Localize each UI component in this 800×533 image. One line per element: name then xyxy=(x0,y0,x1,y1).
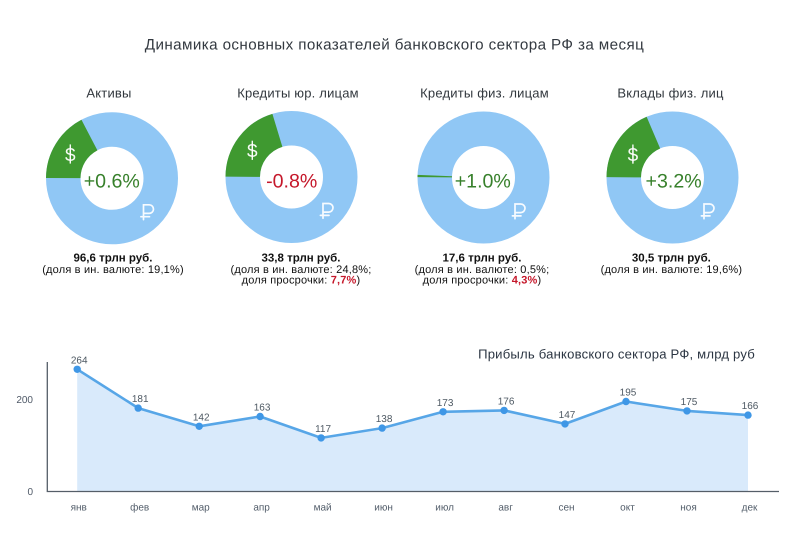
svg-text:181: 181 xyxy=(132,394,149,405)
svg-text:июл: июл xyxy=(435,503,454,514)
svg-text:Активы: Активы xyxy=(86,86,131,101)
svg-text:166: 166 xyxy=(742,401,759,412)
svg-text:мар: мар xyxy=(192,503,210,514)
svg-text:+0.6%: +0.6% xyxy=(84,170,140,192)
svg-text:июн: июн xyxy=(374,503,393,514)
svg-text:(доля в ин. валюте: 19,1%): (доля в ин. валюте: 19,1%) xyxy=(42,264,184,276)
svg-text:апр: апр xyxy=(253,503,270,514)
svg-text:195: 195 xyxy=(620,388,637,399)
svg-text:(доля в ин. валюте: 0,5%;: (доля в ин. валюте: 0,5%; xyxy=(415,264,550,276)
svg-text:окт: окт xyxy=(620,503,635,514)
svg-text:175: 175 xyxy=(681,397,698,408)
svg-text:фев: фев xyxy=(130,503,149,514)
svg-text:+1.0%: +1.0% xyxy=(455,170,511,192)
svg-text:173: 173 xyxy=(437,398,454,409)
svg-text:сен: сен xyxy=(558,503,574,514)
svg-text:дек: дек xyxy=(742,503,758,514)
svg-text:доля просрочки: 7,7%): доля просрочки: 7,7%) xyxy=(242,275,361,287)
svg-text:(доля в ин. валюте: 19,6%): (доля в ин. валюте: 19,6%) xyxy=(601,264,743,276)
svg-text:96,6 трлн руб.: 96,6 трлн руб. xyxy=(74,253,153,265)
svg-text:117: 117 xyxy=(315,424,331,435)
svg-text:Динамика основных показателей: Динамика основных показателей банковског… xyxy=(145,37,644,54)
svg-text:авг: авг xyxy=(498,503,513,514)
svg-text:Кредиты юр. лицам: Кредиты юр. лицам xyxy=(237,86,359,101)
svg-text:янв: янв xyxy=(71,503,87,514)
svg-text:Кредиты физ. лицам: Кредиты физ. лицам xyxy=(420,86,549,101)
svg-text:доля просрочки: 4,3%): доля просрочки: 4,3%) xyxy=(423,275,542,287)
svg-text:30,5 трлн руб.: 30,5 трлн руб. xyxy=(632,253,711,265)
svg-text:(доля в ин. валюте: 24,8%;: (доля в ин. валюте: 24,8%; xyxy=(231,264,372,276)
svg-text:142: 142 xyxy=(193,412,210,423)
svg-text:май: май xyxy=(314,503,332,514)
svg-text:264: 264 xyxy=(71,355,88,366)
svg-text:138: 138 xyxy=(376,414,393,425)
svg-text:-0.8%: -0.8% xyxy=(266,170,317,192)
svg-text:+3.2%: +3.2% xyxy=(646,170,702,192)
svg-text:200: 200 xyxy=(16,395,33,406)
svg-text:ноя: ноя xyxy=(680,503,697,514)
svg-text:33,8 трлн руб.: 33,8 трлн руб. xyxy=(262,253,341,265)
svg-text:0: 0 xyxy=(27,487,33,498)
svg-text:147: 147 xyxy=(559,410,576,421)
svg-text:176: 176 xyxy=(498,396,515,407)
svg-text:17,6 трлн руб.: 17,6 трлн руб. xyxy=(443,253,522,265)
svg-text:Вклады физ. лиц: Вклады физ. лиц xyxy=(617,86,724,101)
svg-text:Прибыль банковского сектора РФ: Прибыль банковского сектора РФ, млрд руб xyxy=(478,347,755,362)
svg-text:163: 163 xyxy=(254,403,271,414)
